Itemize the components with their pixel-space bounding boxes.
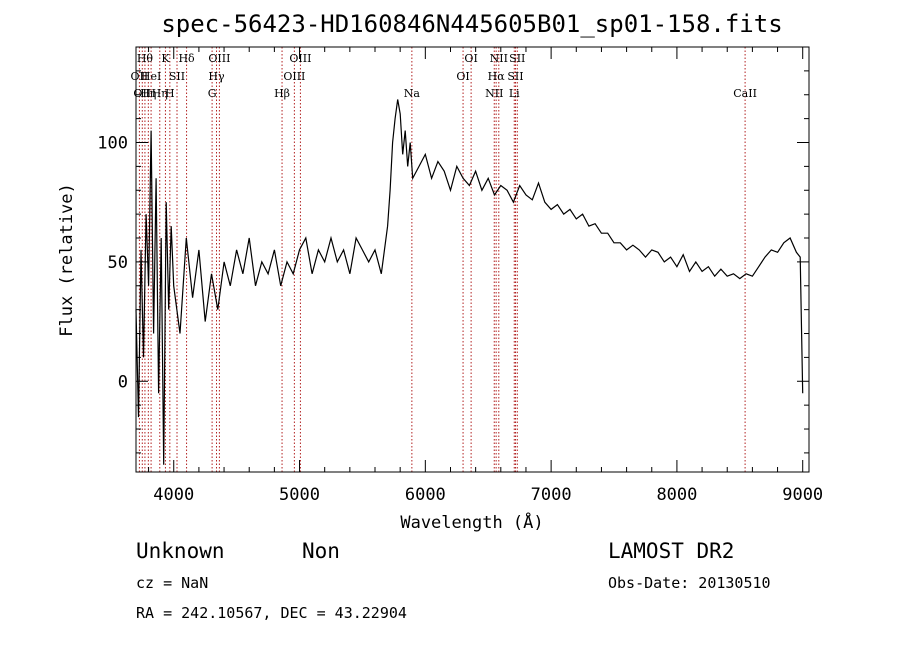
spectrum-line [135,99,804,465]
line-label: HeI [141,70,161,83]
line-label: G [208,87,217,100]
line-label: Li [509,87,520,100]
line-label: Hθ [137,52,154,65]
line-label: OII [133,87,151,100]
line-label: OIII [289,52,311,65]
y-tick-label: 0 [118,372,128,392]
line-label: Hβ [274,87,290,100]
plot-frame [135,46,810,473]
line-label: SII [507,70,523,83]
y-tick-label: 50 [108,253,128,273]
x-tick-label: 9000 [782,485,823,505]
redshift-cz: cz = NaN [136,574,208,592]
spectral-class: Unknown [136,539,225,563]
line-labels: OII OII Hθ Hη HeI Hη K H SII Hδ Hγ G OIII Hβ OIII OIII N… [131,52,757,100]
line-label: OI [464,52,477,65]
y-axis-ticks: 0 50 100 [97,70,809,454]
chart-title: spec-56423-HD160846N445605B01_sp01-158.f… [161,10,782,38]
spectral-subclass: Non [302,539,340,563]
y-tick-label: 100 [97,134,128,154]
line-label: Na [404,87,421,100]
line-label: SII [509,52,525,65]
line-label: Hδ [178,52,195,65]
line-label: Hα [488,70,506,83]
x-axis-label: Wavelength (Å) [400,511,543,533]
line-label: H [165,87,175,100]
survey-name: LAMOST DR2 [608,539,734,563]
line-label: K [161,52,170,65]
line-label: NII [485,87,503,100]
x-tick-label: 4000 [153,485,194,505]
observation-date: Obs-Date: 20130510 [608,574,771,592]
coordinates: RA = 242.10567, DEC = 43.22904 [136,604,407,622]
line-label: NII [490,52,508,65]
y-axis-label: Flux (relative) [57,183,77,337]
line-label: OII [131,70,149,83]
x-tick-label: 8000 [656,485,697,505]
line-label: OI [456,70,469,83]
line-markers [138,47,746,472]
line-label: Hη [140,87,156,100]
x-tick-label: 6000 [405,485,446,505]
line-label: Hη [152,87,168,100]
line-label: OIII [283,70,305,83]
line-label: SII [169,70,185,83]
x-axis-ticks: 4000 5000 6000 7000 8000 9000 [148,47,823,505]
x-tick-label: 5000 [279,485,320,505]
x-tick-label: 7000 [531,485,572,505]
line-label: OIII [208,52,230,65]
line-label: Hγ [208,70,225,83]
line-label: CaII [733,87,757,100]
